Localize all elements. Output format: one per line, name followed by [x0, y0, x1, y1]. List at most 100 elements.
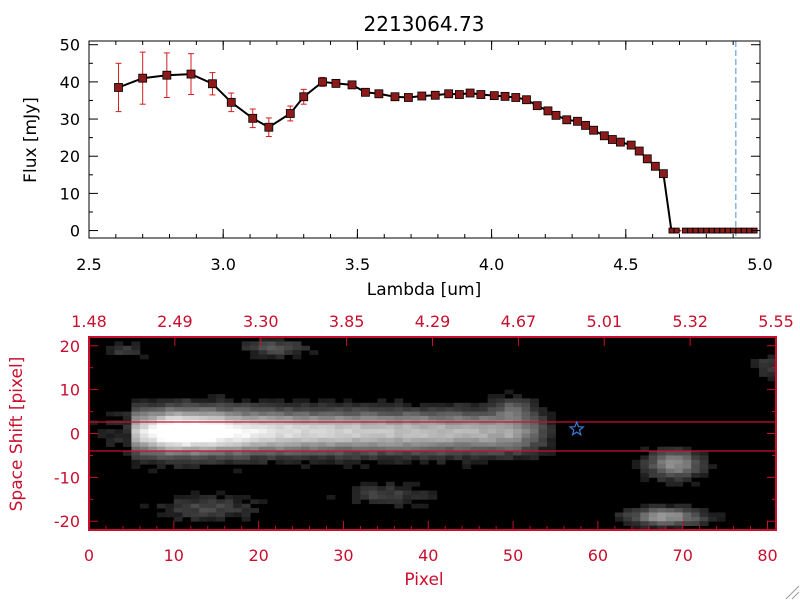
heatmap-cell — [504, 424, 514, 430]
spectrum-panel: 2213064.73 Lambda [um] Flux [mJy] 2.5 3.0… — [21, 12, 773, 300]
heatmap-cell — [453, 433, 463, 439]
heatmap-cell — [318, 451, 327, 456]
heatmap-cell — [275, 411, 285, 417]
data-point — [511, 93, 521, 102]
heatmap-cell — [275, 350, 285, 355]
heatmap-cell — [216, 433, 226, 439]
heatmap-cell — [326, 424, 336, 430]
heatmap-cell — [445, 446, 455, 452]
heatmap-cell — [275, 341, 285, 347]
heatmap-cell — [182, 494, 192, 500]
heatmap-cell — [631, 525, 641, 531]
heatmap-cell — [309, 437, 319, 443]
heatmap-cell — [131, 345, 141, 351]
heatmap-cell — [419, 437, 429, 443]
heatmap-cell — [182, 411, 192, 417]
heatmap-cell — [538, 420, 548, 426]
heatmap-cell — [487, 407, 497, 412]
heatmap-cell — [199, 407, 209, 412]
heatmap-cell — [190, 442, 200, 448]
heatmap-cell — [657, 451, 667, 456]
heatmap-cell — [547, 411, 556, 417]
heatmap-cell — [530, 451, 539, 456]
heatmap-cell — [301, 437, 310, 443]
heatmap-cell — [284, 429, 293, 434]
heatmap-cell — [207, 420, 217, 426]
data-point — [361, 87, 370, 97]
heatmap-cell — [131, 411, 141, 417]
heatmap-cell — [267, 433, 276, 439]
heatmap-cell — [513, 398, 522, 404]
heatmap-cell — [267, 437, 276, 443]
heatmap-cell — [402, 411, 412, 417]
heatmap-cell — [360, 446, 370, 452]
space-shift-tick-label: -20 — [54, 512, 80, 531]
heatmap-cell — [648, 516, 658, 522]
heatmap-cell — [122, 350, 132, 355]
heatmap-cell — [131, 429, 141, 434]
heatmap-cell — [462, 411, 472, 417]
heatmap-cell — [402, 429, 412, 434]
heatmap-cell — [674, 503, 684, 509]
heatmap-cell — [250, 442, 260, 448]
heatmap-cell — [190, 433, 200, 439]
heatmap-cell — [428, 446, 438, 452]
heatmap-cell — [479, 459, 489, 465]
resize-grip-icon[interactable] — [785, 585, 800, 600]
heatmap-cell — [368, 481, 378, 487]
heatmap-cell — [640, 464, 650, 469]
heatmap-cell — [377, 499, 387, 505]
heatmap-cell — [496, 451, 505, 456]
wavelength-tick-label: 2.49 — [157, 312, 193, 331]
heatmap-cell — [428, 494, 438, 500]
heatmap-cell — [334, 411, 344, 417]
heatmap-cell — [623, 512, 633, 518]
heatmap-cell — [275, 437, 285, 443]
heatmap-cell — [453, 451, 463, 456]
heatmap-cell — [521, 437, 531, 443]
heatmap-cell — [640, 446, 650, 452]
heatmap-cell — [173, 512, 183, 518]
heatmap-cell — [504, 455, 514, 461]
heatmap-cell — [351, 442, 361, 448]
heatmap-cell — [682, 459, 692, 465]
heatmap-cell — [547, 429, 556, 434]
heatmap-cell — [462, 442, 472, 448]
heatmap-cell — [640, 472, 650, 478]
heatmap-cell — [691, 481, 701, 487]
heatmap-cell — [504, 398, 514, 404]
heatmap-cell — [521, 398, 531, 404]
data-point — [616, 137, 625, 147]
heatmap-cell — [139, 437, 149, 443]
heatmap-cell — [479, 415, 489, 421]
data-point — [500, 91, 510, 101]
heatmap-cell — [479, 420, 489, 426]
wavelength-tick-label: 5.32 — [672, 312, 708, 331]
heatmap-cell — [131, 437, 141, 443]
heatmap-cell — [360, 494, 370, 500]
heatmap-cell — [360, 455, 370, 461]
data-point — [668, 227, 675, 234]
heatmap-cell — [258, 429, 268, 434]
heatmap-cell — [241, 455, 251, 461]
heatmap-cell — [122, 424, 132, 430]
heatmap-cell — [190, 494, 200, 500]
heatmap-cell — [165, 415, 175, 421]
heatmap-cell — [292, 398, 302, 404]
heatmap-cell — [402, 481, 412, 487]
data-point — [162, 70, 172, 80]
heatmap-cell — [496, 398, 505, 404]
heatmap-cell — [445, 455, 455, 461]
heatmap-cell — [326, 442, 336, 448]
heatmap-cell — [258, 354, 268, 360]
heatmap-cell — [224, 433, 234, 439]
heatmap-cell — [105, 437, 115, 443]
heatmap-cell — [122, 415, 132, 421]
heatmap-cell — [216, 459, 226, 465]
heatmap-cell — [207, 415, 217, 421]
heatmap-cell — [216, 499, 226, 505]
heatmap-cell — [275, 459, 285, 465]
heatmap-cell — [385, 420, 395, 426]
heatmap-cell — [648, 472, 658, 478]
heatmap-cell — [674, 455, 684, 461]
